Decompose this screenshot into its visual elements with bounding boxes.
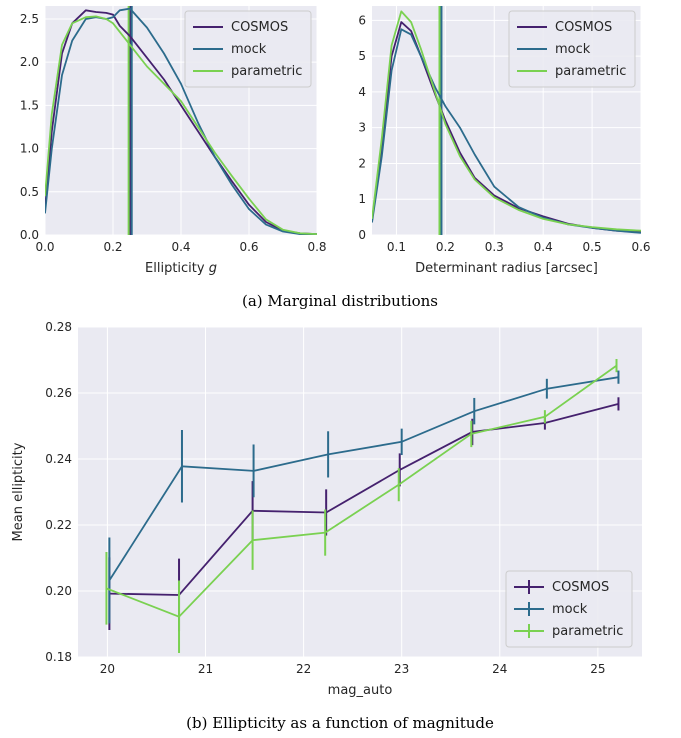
panel-ellipticity-vs-magnitude: 20 21 22 23 24 25 0.18 0.20 0.22 0.24 0.26 0.28 mag… <box>11 320 642 698</box>
series-line-cosmos <box>45 9 317 235</box>
y-tick-label: 4 <box>358 85 366 99</box>
legend: COSMOS mock parametric <box>508 10 636 88</box>
y-tick-label: 0.28 <box>45 320 72 334</box>
legend-label: parametric <box>231 64 302 79</box>
y-tick-label: 0.26 <box>45 386 72 400</box>
y-tick-label: 0.22 <box>45 518 72 532</box>
series-line-mock <box>45 7 317 235</box>
panel-radius-marginal: 0.1 0.2 0.3 0.4 0.5 0.6 0 1 2 3 4 5 6 Determinant ra… <box>358 6 651 276</box>
y-tick-label: 2.0 <box>20 55 39 69</box>
y-tick-label: 0.5 <box>20 185 39 199</box>
panel-ellipticity-marginal: 0.0 0.2 0.4 0.6 0.8 0.0 0.5 1.0 1.5 2.0 2.5 Ellipt… <box>20 6 327 276</box>
x-tick-label: 0.4 <box>534 240 553 254</box>
series-lines <box>372 10 641 234</box>
mean-lines <box>438 6 443 235</box>
series-lines <box>45 7 317 235</box>
x-tick-label: 22 <box>296 662 311 676</box>
legend-label: parametric <box>555 64 626 79</box>
x-tick-label: 21 <box>198 662 213 676</box>
y-tick-label: 2.5 <box>20 12 39 26</box>
series-line-parametric <box>106 364 618 618</box>
legend-label: COSMOS <box>555 20 612 35</box>
y-tick-label: 0.0 <box>20 228 39 242</box>
y-tick-label: 1 <box>358 192 366 206</box>
caption-b: (b) Ellipticity as a function of magnitu… <box>186 714 494 732</box>
legend-box <box>508 10 636 88</box>
series-line-mock <box>108 376 619 581</box>
series-line-cosmos <box>109 403 619 596</box>
legend-label: COSMOS <box>231 20 288 35</box>
x-tick-label: 0.3 <box>485 240 504 254</box>
series-line-parametric <box>45 15 317 235</box>
legend: COSMOS mock parametric <box>184 10 312 88</box>
x-tick-label: 0.6 <box>631 240 650 254</box>
legend-label: mock <box>552 602 588 617</box>
y-tick-label: 5 <box>358 49 366 63</box>
tick-labels: 0.1 0.2 0.3 0.4 0.5 0.6 0 1 2 3 4 5 6 <box>358 13 650 254</box>
y-axis-label: Mean ellipticity <box>11 442 26 541</box>
legend-box <box>184 10 312 88</box>
tick-labels: 0.0 0.2 0.4 0.6 0.8 0.0 0.5 1.0 1.5 2.0 2.5 <box>20 12 327 254</box>
mean-lines <box>127 6 133 235</box>
legend-box <box>505 570 633 648</box>
x-tick-label: 0.2 <box>436 240 455 254</box>
y-tick-label: 1.5 <box>20 98 39 112</box>
legend-label: mock <box>231 42 267 57</box>
y-tick-label: 0.20 <box>45 584 72 598</box>
x-tick-label: 24 <box>492 662 507 676</box>
x-tick-label: 0.2 <box>103 240 122 254</box>
x-tick-label: 0.6 <box>239 240 258 254</box>
y-tick-label: 0.18 <box>45 650 72 664</box>
x-tick-label: 0.4 <box>171 240 190 254</box>
y-tick-label: 3 <box>358 121 366 135</box>
series-line-parametric <box>372 10 641 232</box>
x-axis-label: Determinant radius [arcsec] <box>415 261 598 276</box>
tick-labels: 20 21 22 23 24 25 0.18 0.20 0.22 0.24 0.26 0.28 <box>45 320 605 676</box>
series-lines <box>105 359 620 654</box>
legend-label: COSMOS <box>552 580 609 595</box>
x-tick-label: 20 <box>100 662 115 676</box>
y-tick-label: 0.24 <box>45 452 72 466</box>
x-tick-label: 0.0 <box>35 240 54 254</box>
x-tick-label: 0.5 <box>583 240 602 254</box>
legend-label: parametric <box>552 624 623 639</box>
legend: COSMOS mock parametric <box>505 570 633 648</box>
y-tick-label: 2 <box>358 156 366 170</box>
y-tick-label: 6 <box>358 13 366 27</box>
y-tick-label: 0 <box>358 228 366 242</box>
x-axis-label: Ellipticity g <box>145 261 217 276</box>
x-tick-label: 0.1 <box>387 240 406 254</box>
x-tick-label: 0.8 <box>307 240 326 254</box>
x-tick-label: 25 <box>590 662 605 676</box>
x-axis-label: mag_auto <box>328 683 393 698</box>
caption-a: (a) Marginal distributions <box>242 292 438 310</box>
x-tick-label: 23 <box>394 662 409 676</box>
legend-label: mock <box>555 42 591 57</box>
y-tick-label: 1.0 <box>20 142 39 156</box>
